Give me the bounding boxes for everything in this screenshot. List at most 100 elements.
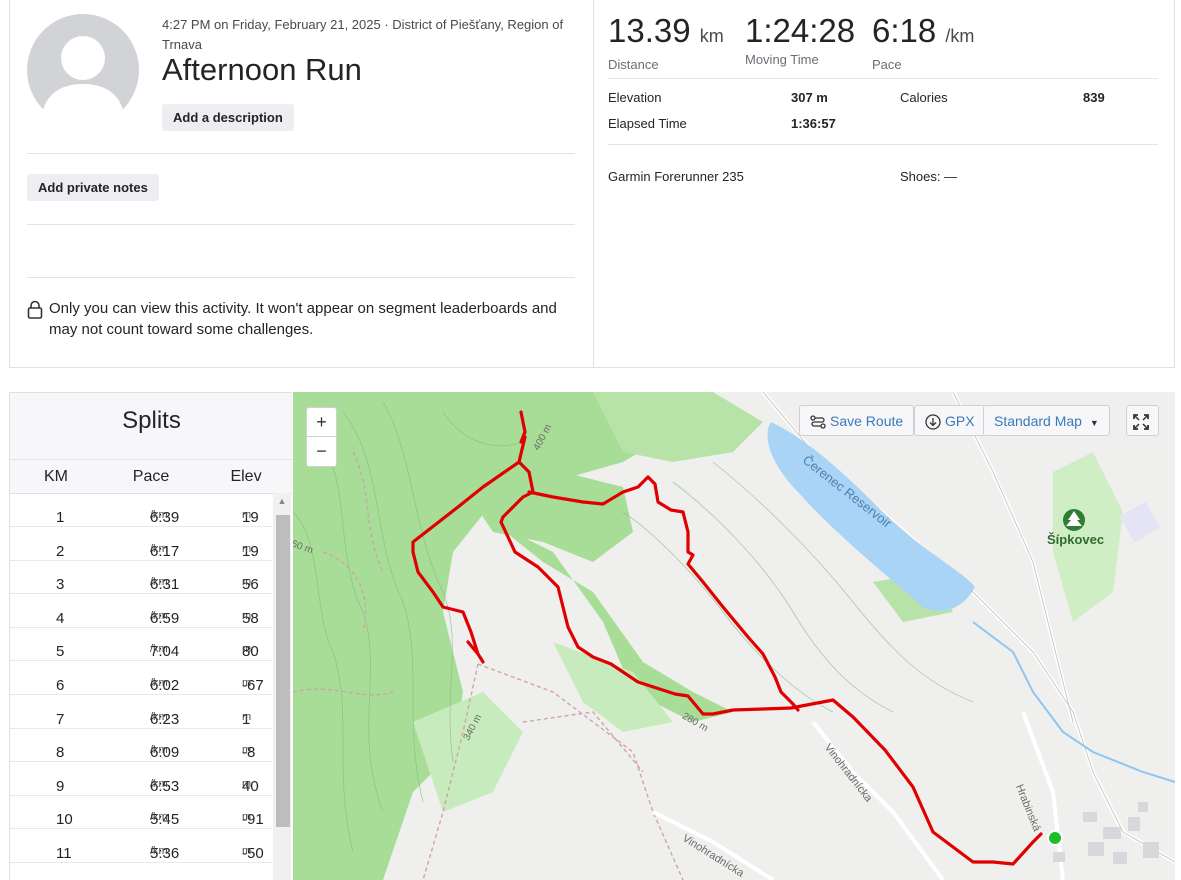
lock-icon (27, 300, 43, 324)
split-pace-value: 6:59 (150, 609, 180, 627)
split-pace-value: 5:51 (150, 879, 179, 880)
pace-value: 6:18 (872, 12, 937, 49)
pace-label: Pace (872, 57, 902, 72)
moving-time-value: 1:24:28 (745, 12, 856, 49)
distance-label: Distance (608, 57, 659, 72)
split-row[interactable]: 6 6:02 /km -67 m (10, 661, 272, 695)
split-elev-unit: m (242, 509, 252, 521)
split-elev-unit: m (242, 677, 252, 689)
elevation-label: Elevation (608, 90, 662, 105)
split-elev-value: 58 (242, 609, 259, 627)
chevron-down-icon: ▼ (1089, 418, 1099, 428)
split-elev-value: 19 (242, 542, 259, 560)
forest-area (293, 392, 713, 880)
split-elev-unit: m (242, 879, 251, 880)
forest-area (473, 472, 633, 562)
split-row[interactable]: 2 6:17 /km 19 m (10, 527, 272, 561)
col-elev: Elev (230, 468, 262, 485)
zoom-out-button[interactable]: − (307, 436, 336, 465)
split-elev-unit: m (242, 744, 252, 757)
download-icon (925, 413, 945, 430)
split-row[interactable]: 7 6:23 /km 1 m (10, 695, 272, 729)
split-km-value: 8 (56, 744, 65, 762)
add-private-notes-button[interactable]: Add private notes (27, 174, 159, 201)
route-icon (810, 413, 830, 429)
split-km-value: 6 (56, 677, 65, 694)
split-row[interactable]: 10 5:45 /km -91 m (10, 795, 272, 830)
forest-area (493, 522, 733, 722)
split-pace-value: 6:02 (150, 677, 180, 694)
add-description-button[interactable]: Add a description (162, 104, 294, 131)
stat-moving-time: 1:24:28 Moving Time (745, 12, 855, 67)
split-elev-unit: m (242, 643, 252, 656)
split-km-value: 7 (56, 710, 65, 728)
activity-route (411, 410, 1043, 866)
card-divider (593, 0, 594, 368)
split-elev-value: 40 (242, 777, 259, 795)
forest-area (413, 692, 523, 812)
map-style-dropdown[interactable]: Standard Map ▼ (983, 405, 1110, 436)
split-row[interactable]: 12 5:51 /km -33 m (10, 863, 272, 880)
split-pace-value: 5:45 (150, 811, 180, 829)
split-elev-unit: m (242, 845, 252, 857)
elapsed-time-value: 1:36:57 (791, 116, 836, 131)
split-pace-value: 6:39 (150, 509, 180, 526)
zoom-in-button[interactable]: + (316, 412, 327, 432)
split-row[interactable]: 4 6:59 /km 58 m (10, 594, 272, 628)
split-row[interactable]: 8 6:09 /km -8 m (10, 728, 272, 763)
elapsed-time-label: Elapsed Time (608, 116, 687, 131)
split-row[interactable]: 1 6:39 /km 19 m (10, 493, 272, 527)
avatar[interactable] (27, 14, 139, 126)
moving-time-label: Moving Time (745, 52, 819, 67)
split-pace-unit: /km (150, 879, 168, 880)
split-pace-unit: /km (150, 576, 168, 589)
fullscreen-icon (1132, 413, 1153, 431)
split-pace-value: 6:31 (150, 576, 180, 594)
split-elev-unit: m (242, 777, 252, 790)
river (972, 621, 1175, 783)
contour-lines (293, 401, 974, 853)
split-row[interactable]: 11 5:36 /km -50 m (10, 829, 272, 863)
map-style-label: Standard Map (994, 413, 1082, 429)
splits-scroll-thumb[interactable] (276, 515, 290, 827)
split-km-value: 9 (56, 777, 65, 795)
scroll-up-arrow-icon[interactable]: ▲ (277, 496, 287, 506)
fullscreen-button[interactable] (1126, 405, 1159, 436)
calories-label: Calories (900, 90, 948, 105)
splits-panel: Splits KM Pace Elev 1 6:39 /km 19 m 2 6:17 /… (9, 392, 292, 880)
map-canvas (293, 392, 1175, 880)
route-map[interactable]: Čerenec Reservoir Šípkovec Vinohradnícka… (293, 392, 1175, 880)
gpx-label: GPX (945, 413, 975, 429)
privacy-text: Only you can view this activity. It won'… (49, 300, 557, 338)
split-elev-unit: m (242, 609, 252, 622)
splits-title: Splits (122, 407, 181, 434)
split-km-value: 4 (56, 609, 65, 627)
split-row[interactable]: 5 7:04 /km 80 m (10, 627, 272, 662)
split-pace-value: 6:23 (150, 710, 180, 728)
split-elev-unit: m (242, 811, 252, 824)
split-row[interactable]: 9 6:53 /km 40 m (10, 762, 272, 796)
split-pace-unit: /km (150, 542, 168, 555)
split-elev-value: 1 (242, 710, 251, 728)
save-route-button[interactable]: Save Route (799, 405, 915, 436)
gpx-button[interactable]: GPX (914, 405, 986, 436)
place-label: Šípkovec (1047, 532, 1105, 547)
splits-header: Splits (10, 393, 292, 459)
stat-pace: 6:18 /km Pace (872, 12, 974, 72)
split-elev-value: -67 (242, 677, 264, 694)
split-elev-unit: m (242, 576, 252, 589)
split-row[interactable]: 3 6:31 /km 56 m (10, 560, 272, 595)
split-pace-unit: /km (150, 777, 168, 790)
forest-area (593, 392, 763, 462)
col-km: KM (44, 468, 68, 485)
elevation-value: 307 m (791, 90, 828, 105)
col-pace: Pace (132, 468, 170, 485)
calories-value: 839 (1083, 90, 1105, 105)
split-pace-unit: /km (150, 710, 168, 723)
distance-value: 13.39 (608, 12, 691, 49)
divider (608, 144, 1158, 145)
save-route-label: Save Route (830, 413, 904, 429)
reservoir (767, 422, 975, 611)
start-marker (1047, 830, 1063, 846)
divider (27, 153, 575, 154)
